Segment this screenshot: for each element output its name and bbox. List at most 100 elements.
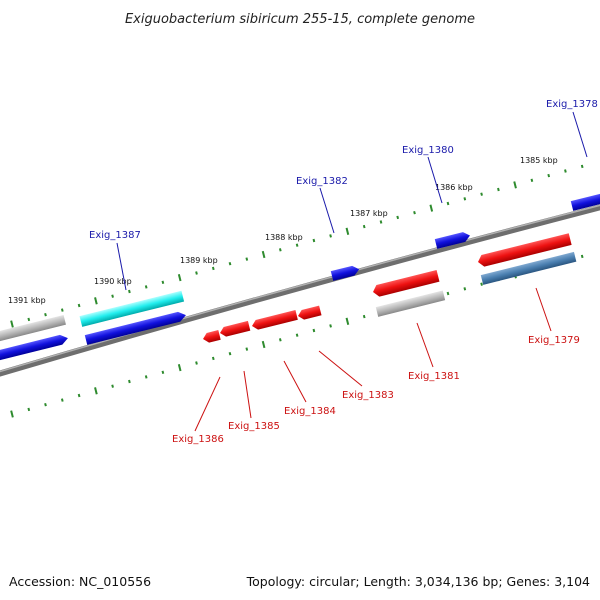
gene-feature[interactable] [202, 330, 221, 344]
gene-feature[interactable] [330, 264, 361, 281]
gene-feature[interactable] [477, 233, 572, 268]
map-title: Exiguobacterium sibiricum 255-15, comple… [125, 12, 475, 27]
gene-label-forward[interactable]: Exig_1387 [89, 230, 141, 241]
gene-feature[interactable] [251, 310, 298, 331]
major-tick [513, 181, 517, 189]
minor-tick [44, 403, 47, 407]
kbp-label: 1390 kbp [94, 277, 132, 286]
forward-strand-genes [0, 191, 600, 363]
kbp-label: 1388 kbp [265, 233, 303, 242]
minor-tick [480, 282, 483, 286]
gene-label-forward[interactable]: Exig_1378 [546, 99, 598, 110]
minor-tick [312, 328, 316, 333]
kbp-label: 1387 kbp [350, 209, 388, 218]
minor-tick [413, 211, 416, 215]
minor-tick [60, 308, 64, 312]
genome-summary-text: Topology: circular; Length: 3,034,136 bp… [246, 574, 590, 589]
gene-feature[interactable] [297, 305, 322, 321]
minor-tick [497, 187, 500, 192]
minor-tick [111, 294, 114, 298]
minor-tick [161, 280, 165, 284]
minor-tick [211, 356, 215, 361]
gene-feature[interactable] [79, 290, 185, 327]
reverse-gene-label-texts: Exig_1386 Exig_1385 Exig_1384 Exig_1383 … [172, 335, 580, 445]
gene-label-forward[interactable]: Exig_1380 [402, 145, 454, 156]
gene-feature[interactable] [0, 333, 69, 363]
reverse-strand-genes [202, 233, 577, 344]
minor-tick [329, 234, 332, 238]
minor-tick [379, 220, 383, 224]
minor-tick [580, 254, 584, 259]
gene-feature[interactable] [434, 231, 471, 249]
minor-tick [396, 215, 400, 220]
major-tick [177, 363, 182, 372]
minor-tick [564, 169, 567, 173]
minor-tick [480, 192, 483, 196]
outer-tick-track [10, 164, 584, 328]
major-tick [10, 410, 14, 418]
gene-label-reverse[interactable]: Exig_1381 [408, 371, 460, 382]
minor-tick [530, 178, 534, 182]
minor-tick [228, 352, 232, 356]
minor-tick [195, 271, 198, 275]
gene-feature[interactable] [480, 251, 577, 285]
minor-tick [463, 287, 467, 291]
kbp-label: 1391 kbp [8, 296, 46, 305]
minor-tick [295, 243, 299, 247]
minor-tick [329, 324, 332, 328]
minor-tick [211, 266, 215, 271]
gene-label-reverse[interactable]: Exig_1385 [228, 421, 280, 432]
gene-label-reverse[interactable]: Exig_1384 [284, 406, 336, 417]
major-tick [94, 297, 98, 305]
kbp-label: 1385 kbp [520, 156, 558, 165]
minor-tick [144, 285, 148, 289]
major-tick [261, 340, 266, 349]
minor-tick [144, 375, 148, 379]
major-tick [10, 320, 14, 328]
minor-tick [446, 291, 450, 296]
gene-label-reverse[interactable]: Exig_1379 [528, 335, 580, 346]
minor-tick [362, 224, 366, 229]
gene-feature[interactable] [0, 314, 66, 344]
minor-tick [228, 262, 232, 266]
forward-gene-label-texts: Exig_1387 Exig_1382 Exig_1380 Exig_1378 [89, 99, 598, 241]
minor-tick [580, 164, 584, 169]
minor-tick [278, 248, 282, 252]
gene-label-reverse[interactable]: Exig_1383 [342, 390, 394, 401]
gene-feature[interactable] [84, 310, 187, 345]
minor-tick [446, 201, 450, 206]
kbp-labels: 1391 kbp 1390 kbp 1389 kbp 1388 kbp 1387… [8, 156, 558, 305]
minor-tick [295, 333, 299, 337]
minor-tick [60, 398, 64, 402]
major-tick [94, 387, 98, 395]
gene-label-reverse[interactable]: Exig_1386 [172, 434, 224, 445]
minor-tick [245, 347, 249, 351]
minor-tick [362, 314, 366, 319]
genome-backbone [0, 204, 600, 377]
reverse-gene-labels [194, 287, 552, 432]
major-tick [345, 227, 350, 235]
major-tick [261, 250, 266, 259]
major-tick [345, 317, 350, 325]
kbp-label: 1389 kbp [180, 256, 218, 265]
gene-feature[interactable] [372, 269, 440, 298]
minor-tick [161, 370, 165, 374]
minor-tick [312, 238, 316, 243]
gene-label-forward[interactable]: Exig_1382 [296, 176, 348, 187]
minor-tick [463, 197, 467, 201]
major-tick [429, 204, 434, 212]
minor-tick [128, 289, 131, 294]
minor-tick [77, 393, 81, 398]
accession-text: Accession: NC_010556 [9, 574, 151, 589]
gene-feature[interactable] [219, 320, 251, 338]
minor-tick [77, 303, 81, 308]
major-tick [177, 273, 182, 282]
gene-feature[interactable] [570, 191, 600, 211]
kbp-label: 1386 kbp [435, 183, 473, 192]
minor-tick [27, 407, 31, 412]
minor-tick [111, 384, 114, 388]
minor-tick [278, 338, 282, 342]
gene-feature[interactable] [375, 290, 446, 317]
minor-tick [245, 257, 249, 261]
